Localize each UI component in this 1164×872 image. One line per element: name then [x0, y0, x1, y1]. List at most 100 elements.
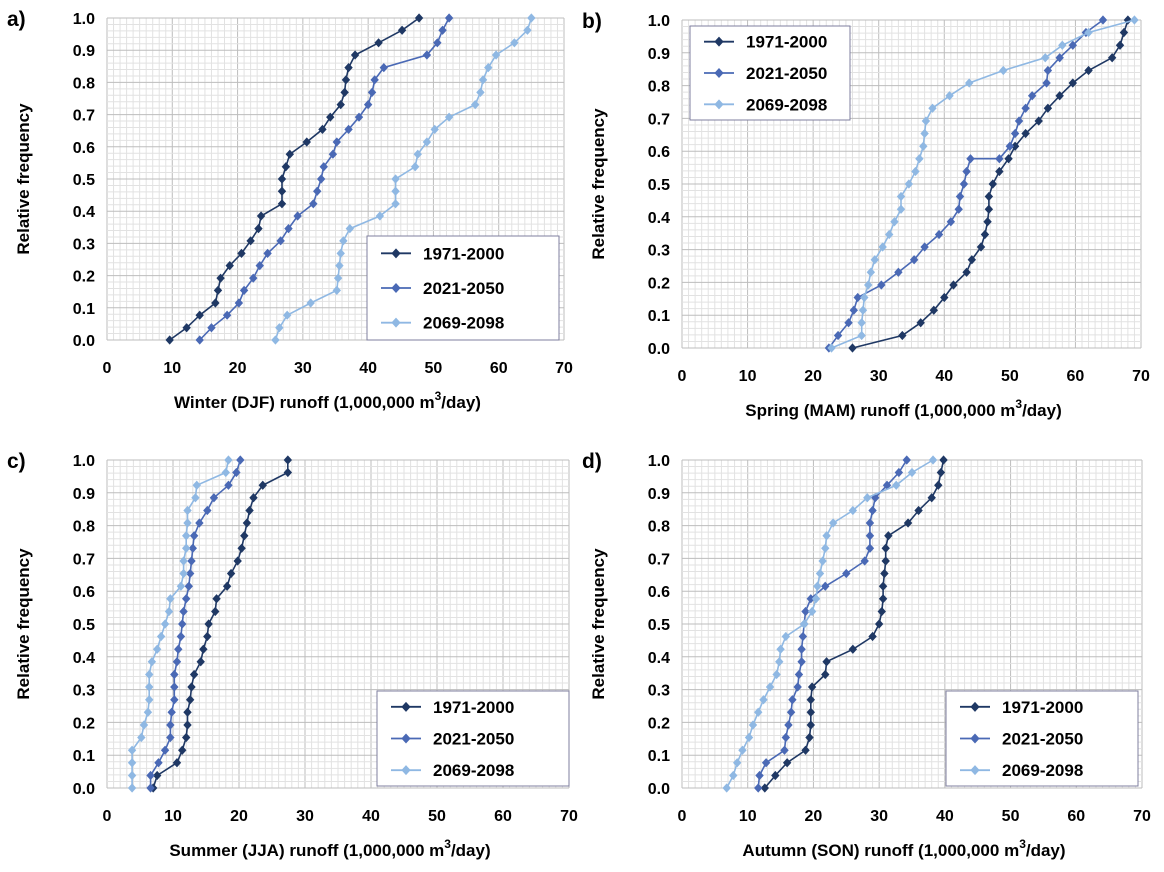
data-point-marker [179, 606, 188, 617]
data-point-marker [192, 480, 201, 490]
x-tick-label: 20 [229, 360, 247, 377]
data-point-marker [946, 217, 956, 227]
y-tick-label: 0.3 [73, 236, 95, 253]
data-point-marker [827, 343, 836, 353]
data-point-marker [374, 38, 383, 48]
data-point-marker [1010, 128, 1020, 139]
y-tick-label: 0.3 [648, 243, 670, 260]
data-point-marker [326, 112, 335, 122]
data-point-marker [801, 606, 810, 617]
y-tick-label: 0.6 [73, 140, 95, 157]
data-point-marker [176, 631, 186, 642]
data-point-marker [738, 745, 747, 755]
x-axis-label-main: Spring (MAM) runoff (1,000,000 m [745, 401, 1015, 420]
data-point-marker [255, 261, 264, 271]
data-point-marker [226, 568, 236, 579]
x-tick-label: 10 [164, 808, 182, 825]
y-tick-label: 0.3 [73, 683, 95, 700]
data-point-marker [414, 13, 424, 23]
data-point-marker [806, 707, 815, 717]
data-point-marker [254, 223, 263, 234]
data-point-marker [413, 149, 422, 159]
data-point-marker [1041, 53, 1050, 63]
data-point-marker [154, 758, 163, 768]
data-point-marker [178, 745, 187, 755]
data-point-marker [160, 619, 170, 629]
data-point-marker [145, 669, 154, 680]
x-axis-label-sup: 3 [1019, 837, 1026, 851]
data-point-marker [422, 137, 432, 147]
series-1971-2000 [760, 455, 948, 793]
data-point-marker [221, 467, 230, 478]
legend-label: 2021-2050 [746, 64, 827, 83]
data-point-marker [928, 103, 937, 113]
data-point-marker [152, 770, 162, 781]
data-point-marker [375, 211, 385, 221]
data-point-marker [316, 174, 326, 184]
data-point-marker [183, 505, 192, 516]
data-point-marker [240, 531, 249, 541]
data-point-marker [172, 758, 182, 768]
y-tick-label: 0.5 [648, 177, 670, 194]
data-point-marker [759, 695, 768, 705]
data-point-marker [822, 657, 831, 667]
data-point-marker [878, 581, 888, 591]
series-2069-2098 [271, 13, 536, 345]
data-point-marker [898, 330, 907, 341]
data-point-marker [195, 335, 204, 345]
data-point-marker [336, 100, 345, 110]
x-tick-label: 40 [362, 808, 380, 825]
panel-label: c) [7, 450, 26, 473]
data-point-marker [821, 543, 830, 553]
data-point-marker [858, 305, 868, 315]
legend-label: 1971-2000 [433, 698, 514, 717]
data-point-marker [187, 556, 196, 566]
x-axis-label: Winter (DJF) runoff (1,000,000 m3/day) [174, 389, 481, 412]
x-axis-label-main: Summer (JJA) runoff (1,000,000 m [169, 841, 444, 860]
y-tick-label: 1.0 [73, 453, 95, 470]
data-point-marker [940, 292, 949, 303]
x-tick-label: 20 [805, 808, 823, 825]
legend-marker [391, 283, 401, 293]
data-point-marker [772, 669, 781, 680]
data-point-marker [934, 480, 943, 490]
x-tick-label: 60 [490, 360, 508, 377]
data-point-marker [318, 124, 327, 135]
data-point-marker [1042, 78, 1051, 88]
series-line [828, 19, 1104, 349]
y-tick-label: 0.4 [648, 650, 670, 667]
x-tick-label: 30 [296, 808, 314, 825]
data-point-marker [189, 669, 199, 680]
data-point-marker [936, 467, 946, 478]
data-point-marker [890, 217, 899, 227]
data-point-marker [797, 644, 806, 654]
data-point-marker [430, 124, 439, 135]
x-tick-label: 40 [359, 360, 377, 377]
data-point-marker [848, 343, 857, 353]
x-tick-label: 0 [103, 360, 112, 377]
data-point-marker [165, 335, 174, 345]
data-point-marker [510, 38, 519, 48]
data-point-marker [857, 318, 866, 328]
data-point-marker [391, 186, 400, 196]
series-1971-2000 [149, 455, 293, 793]
x-tick-label: 50 [425, 360, 443, 377]
data-point-marker [983, 217, 992, 227]
data-point-marker [920, 242, 929, 252]
data-point-marker [1005, 141, 1015, 151]
data-point-marker [170, 682, 179, 692]
data-point-marker [798, 631, 808, 642]
y-tick-label: 0.1 [648, 308, 670, 325]
data-point-marker [179, 556, 188, 566]
data-point-marker [815, 568, 825, 579]
data-point-marker [857, 330, 866, 341]
data-point-marker [807, 682, 817, 692]
data-point-marker [1058, 40, 1067, 50]
data-point-marker [167, 707, 176, 717]
y-tick-label: 0.7 [648, 111, 670, 128]
data-point-marker [780, 745, 789, 755]
data-point-marker [775, 657, 784, 667]
legend-label: 2069-2098 [423, 314, 504, 333]
y-tick-label: 0.3 [648, 683, 670, 700]
data-point-marker [146, 770, 155, 781]
